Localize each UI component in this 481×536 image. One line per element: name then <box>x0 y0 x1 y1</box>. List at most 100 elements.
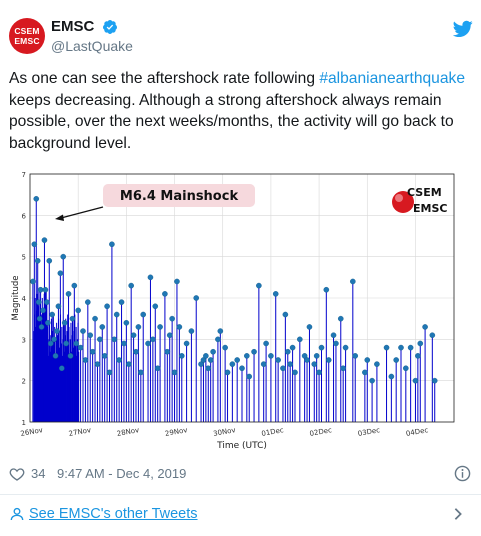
heart-icon[interactable] <box>9 466 25 482</box>
data-point <box>369 377 375 384</box>
data-point <box>178 353 185 359</box>
data-point <box>147 274 154 281</box>
info-icon[interactable] <box>454 465 471 482</box>
data-point <box>207 357 214 363</box>
data-point <box>31 241 38 248</box>
mainshock-annotation: M6.4 Mainshock <box>55 184 255 221</box>
tweet-footer[interactable]: See EMSC's other Tweets <box>9 504 473 526</box>
data-point <box>364 357 371 363</box>
data-point <box>417 340 424 347</box>
data-point <box>403 365 409 372</box>
data-point <box>61 319 68 326</box>
data-point <box>431 377 438 384</box>
data-point <box>82 357 89 363</box>
author-block[interactable]: EMSC @LastQuake <box>51 18 133 54</box>
data-point <box>80 328 86 334</box>
x-tick-label: 02Dec <box>309 426 333 438</box>
data-point <box>34 258 41 264</box>
x-tick-label: 26Nov <box>20 426 44 438</box>
data-point <box>188 328 195 334</box>
logo-text-bottom: EMSC <box>413 202 447 215</box>
tweet-text-start: As one can see the aftershock rate follo… <box>9 70 320 87</box>
data-point <box>47 340 54 347</box>
data-point <box>246 373 253 380</box>
data-point <box>313 353 320 359</box>
annotation-arrow <box>60 206 104 219</box>
logo-globe-highlight <box>395 194 403 202</box>
data-point <box>415 353 421 359</box>
data-point <box>407 344 414 351</box>
tweet-text-end: keeps decreasing. Although a strong afte… <box>9 91 454 152</box>
x-axis-label: Time (UTC) <box>216 441 267 451</box>
data-point <box>94 361 101 367</box>
data-point <box>71 282 78 289</box>
footer-divider <box>0 494 481 495</box>
data-point <box>289 344 296 351</box>
data-point <box>275 357 281 363</box>
data-point <box>154 365 161 372</box>
data-point <box>340 365 346 372</box>
hashtag-link[interactable]: #albanianearthquake <box>319 70 465 87</box>
data-point <box>318 344 325 351</box>
data-point <box>36 315 43 322</box>
data-point <box>183 340 190 347</box>
data-point <box>111 336 118 343</box>
data-point <box>128 282 134 289</box>
y-tick-label: 3 <box>22 336 26 344</box>
verified-badge-icon <box>102 19 117 34</box>
data-point <box>77 344 84 351</box>
avatar-text-bottom: EMSC <box>14 36 40 46</box>
like-count[interactable]: 34 <box>31 466 46 481</box>
data-point <box>193 295 200 301</box>
user-handle[interactable]: @LastQuake <box>51 38 133 54</box>
data-point <box>176 324 183 330</box>
data-point <box>287 361 293 367</box>
tweet-timestamp[interactable]: 9:47 AM - Dec 4, 2019 <box>57 466 187 481</box>
data-point <box>52 353 59 359</box>
tweet-text: As one can see the aftershock rate follo… <box>9 68 475 154</box>
twitter-bird-icon[interactable] <box>453 20 473 38</box>
other-tweets-link[interactable]: See EMSC's other Tweets <box>29 506 198 522</box>
data-point <box>157 324 163 330</box>
data-point <box>297 336 303 343</box>
data-point <box>222 344 228 351</box>
data-point <box>280 365 286 372</box>
data-point <box>325 357 332 363</box>
data-point <box>256 282 262 289</box>
aftershock-chart[interactable]: 1 2 3 4 5 6 7 26Nov 27Nov 28Nov 29Nov 30Nov 01Dec 02… <box>9 166 471 456</box>
data-point <box>330 332 337 338</box>
data-point <box>284 348 291 355</box>
data-point <box>116 357 122 363</box>
data-point <box>125 361 132 367</box>
x-tick-label: 03Dec <box>357 426 381 438</box>
data-point <box>42 286 49 293</box>
avatar[interactable]: CSEM EMSC <box>9 18 45 54</box>
data-point <box>333 340 339 347</box>
data-point <box>383 344 390 351</box>
data-point <box>40 307 46 314</box>
data-point <box>46 258 53 264</box>
data-point <box>130 332 137 338</box>
data-point <box>164 348 171 355</box>
data-point <box>272 291 279 297</box>
data-point <box>374 361 380 367</box>
data-point <box>140 311 147 318</box>
data-point <box>85 299 91 305</box>
data-point <box>268 353 274 359</box>
y-tick-label: 7 <box>22 171 26 179</box>
data-point <box>30 278 36 285</box>
chart-background <box>9 166 471 456</box>
data-point <box>104 303 110 310</box>
y-tick-label: 2 <box>22 378 26 386</box>
tweet-header: CSEM EMSC EMSC @LastQuake <box>9 14 473 62</box>
chart-markers <box>30 195 438 384</box>
annotation-arrowhead <box>55 214 64 221</box>
data-point <box>323 286 330 293</box>
display-name[interactable]: EMSC <box>51 18 95 36</box>
data-point <box>169 315 175 322</box>
data-point <box>306 324 313 330</box>
data-point <box>54 328 60 334</box>
chevron-right-icon[interactable] <box>453 507 463 521</box>
csem-emsc-logo: CSEM EMSC <box>392 186 447 215</box>
data-point <box>210 348 216 355</box>
